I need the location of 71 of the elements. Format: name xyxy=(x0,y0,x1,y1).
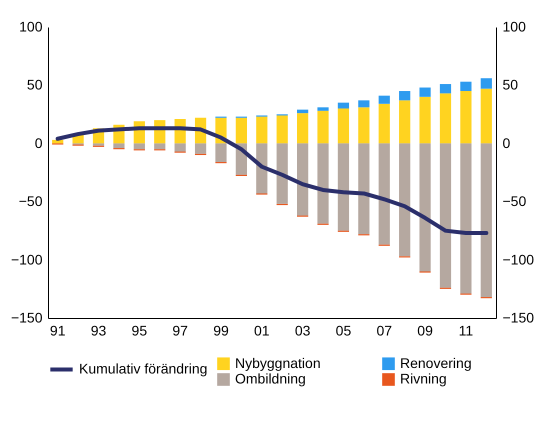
x-tick-label: 03 xyxy=(294,322,311,338)
y2-tick-label: 0 xyxy=(502,134,510,151)
bar xyxy=(317,107,329,111)
y-tick-label: −100 xyxy=(10,251,43,268)
bar xyxy=(317,110,329,144)
y-tick-label: 50 xyxy=(26,76,43,93)
bar xyxy=(154,143,166,150)
bar xyxy=(460,91,472,144)
bar xyxy=(399,100,410,144)
bar xyxy=(358,100,370,108)
bar xyxy=(440,93,452,144)
bar xyxy=(194,143,206,154)
bar xyxy=(256,116,268,144)
bar xyxy=(399,143,410,256)
bar xyxy=(399,91,410,100)
bar xyxy=(297,113,308,144)
legend-label: Renovering xyxy=(400,354,472,371)
x-tick-label: 99 xyxy=(213,322,229,338)
bar xyxy=(358,107,370,144)
line-series xyxy=(56,126,488,236)
y-tick-label: −50 xyxy=(18,193,43,210)
bar xyxy=(276,143,288,204)
bar xyxy=(480,78,492,89)
y2-tick-label: 100 xyxy=(502,18,526,34)
y2-tick-label: −50 xyxy=(502,193,526,210)
bar xyxy=(440,143,452,288)
bar xyxy=(480,143,492,298)
x-tick-label: 97 xyxy=(172,322,188,338)
bar xyxy=(460,82,472,92)
bar xyxy=(378,96,390,104)
x-tick-label: 95 xyxy=(132,322,148,338)
x-tick-label: 93 xyxy=(90,322,107,338)
legend-label: Nybyggnation xyxy=(235,354,321,371)
legend-label: Kumulativ förändring xyxy=(79,360,208,376)
bar xyxy=(297,110,308,114)
legend-label: Ombildning xyxy=(235,370,306,386)
y2-tick-label: −150 xyxy=(502,310,534,326)
y-tick-label: 100 xyxy=(19,18,43,34)
bar xyxy=(480,88,492,144)
bar xyxy=(317,143,329,224)
bar xyxy=(236,118,247,144)
x-tick-label: 05 xyxy=(336,322,352,338)
bar xyxy=(440,84,452,94)
bar xyxy=(215,143,227,162)
bar xyxy=(378,104,390,144)
y-tick-label: 0 xyxy=(34,134,43,151)
y-tick-label: −150 xyxy=(10,310,43,326)
bar xyxy=(52,140,64,144)
x-tick-label: 11 xyxy=(458,322,474,338)
bar xyxy=(358,143,370,234)
bar xyxy=(174,143,186,152)
bar xyxy=(276,115,288,144)
bar xyxy=(338,108,350,144)
bar xyxy=(113,143,125,148)
bar xyxy=(419,143,431,272)
bar xyxy=(134,143,145,150)
x-tick-label: 91 xyxy=(50,322,66,338)
bar xyxy=(419,88,431,97)
bar xyxy=(378,143,390,245)
bar xyxy=(338,102,350,108)
bar xyxy=(419,96,431,144)
bar xyxy=(460,143,472,294)
y2-tick-label: 50 xyxy=(502,76,518,93)
x-tick-label: 09 xyxy=(417,322,434,338)
x-tick-label: 07 xyxy=(376,322,392,338)
bar xyxy=(256,143,268,194)
legend-label: Rivning xyxy=(400,370,447,386)
x-tick-label: 01 xyxy=(254,322,270,338)
y2-tick-label: −100 xyxy=(502,251,534,268)
bar xyxy=(297,143,308,216)
bar xyxy=(338,143,350,231)
